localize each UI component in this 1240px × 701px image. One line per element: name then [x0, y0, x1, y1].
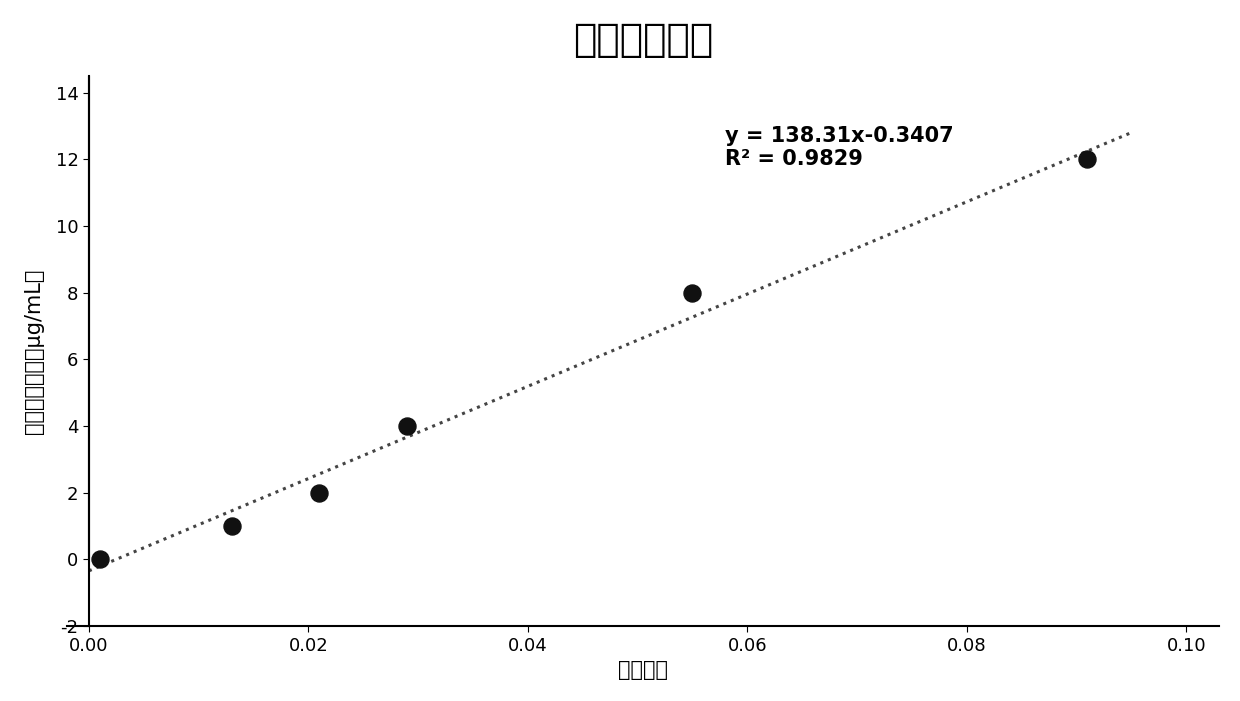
Point [222, 521, 242, 532]
X-axis label: 分光光度: 分光光度 [618, 660, 668, 680]
Point [1078, 154, 1097, 165]
Y-axis label: 氨氮溶液浓度（μg/mL）: 氨氮溶液浓度（μg/mL） [25, 268, 45, 434]
Title: 氨氮标准曲线: 氨氮标准曲线 [573, 21, 713, 59]
Point [91, 554, 110, 565]
Point [397, 421, 417, 432]
Text: y = 138.31x-0.3407
R² = 0.9829: y = 138.31x-0.3407 R² = 0.9829 [725, 126, 954, 169]
Point [682, 287, 702, 298]
Point [310, 487, 330, 498]
